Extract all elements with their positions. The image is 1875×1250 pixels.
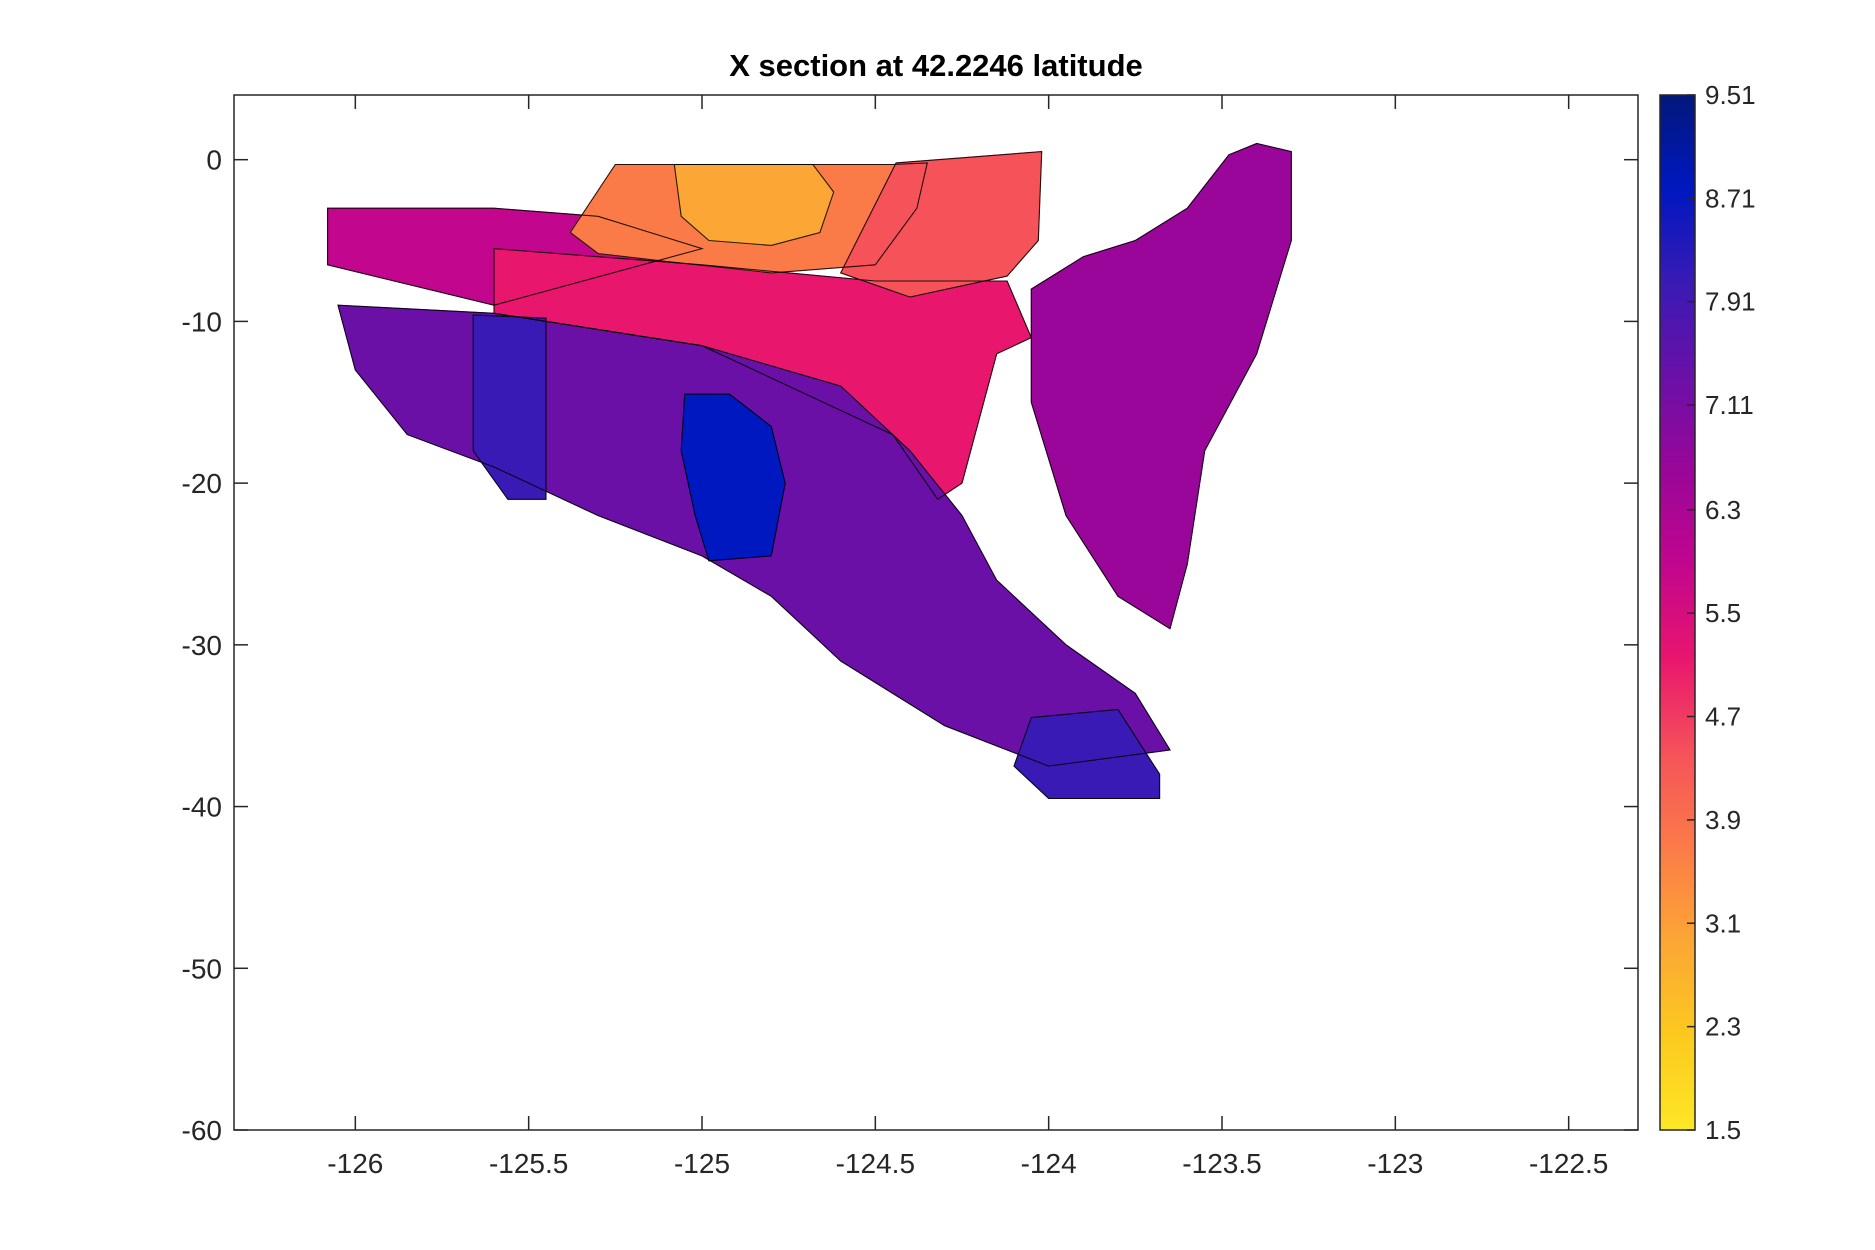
colorbar-tick-label: 2.3 [1705,1012,1741,1042]
chart-title: X section at 42.2246 latitude [729,48,1143,83]
contour-region-violet-western-column [472,314,547,500]
x-tick-label: -122.5 [1529,1148,1608,1179]
contour-line-deep-purple-body [337,304,1171,767]
colorbar-tick-label: 6.3 [1705,495,1741,525]
x-tick-label: -126 [327,1148,383,1179]
colorbar-tick-label: 3.9 [1705,805,1741,835]
contour-line-warm-surface-core [673,163,835,246]
y-tick-label: 0 [206,145,222,176]
colorbar-tick-label: 7.91 [1705,287,1756,317]
colorbar-tick-label: 1.5 [1705,1115,1741,1145]
colorbar: 9.51 8.71 7.91 7.11 6.3 5.5 4.7 3.9 3.1 2.3 1.5 [1659,80,1756,1145]
x-tick-label: -123.5 [1182,1148,1261,1179]
x-tick-label: -125 [674,1148,730,1179]
y-axis: 0 -10 -20 -30 -40 -50 -60 [182,145,1638,1146]
contour-line-blue-core [680,393,786,562]
y-tick-label: -10 [182,306,222,337]
colorbar-tick-label: 7.11 [1705,390,1754,420]
x-tick-label: -125.5 [489,1148,568,1179]
contour-fill-layer [327,142,1292,799]
contour-line-violet-western-column [472,314,547,500]
x-tick-label: -124.5 [836,1148,915,1179]
x-axis: -126 -125.5 -125 -124.5 -124 -123.5 -123 -122.5 [327,95,1608,1179]
contour-line-eastern-magenta-lobe [1030,142,1292,630]
y-tick-label: -50 [182,953,222,984]
colorbar-tick-label: 5.5 [1705,598,1741,628]
contour-region-eastern-magenta-lobe [1030,142,1292,630]
contour-line-layer [327,142,1292,800]
y-tick-label: -30 [182,630,222,661]
x-tick-label: -124 [1021,1148,1077,1179]
x-tick-label: -123 [1367,1148,1423,1179]
contour-line-coastal-salmon-plume [839,151,1043,298]
colorbar-tick-label: 9.51 [1705,80,1756,110]
y-tick-label: -60 [182,1115,222,1146]
colorbar-tick-label: 3.1 [1705,908,1741,938]
colorbar-tick-label: 8.71 [1705,183,1756,213]
y-tick-label: -20 [182,468,222,499]
contour-line-upper-orange-band [569,162,928,274]
contour-line-violet-deep-pocket [1013,708,1161,800]
y-tick-label: -40 [182,792,222,823]
colorbar-tick-label: 4.7 [1705,702,1741,732]
axes-box [233,94,1639,1131]
contour-line-magenta-upper-band [327,207,704,306]
